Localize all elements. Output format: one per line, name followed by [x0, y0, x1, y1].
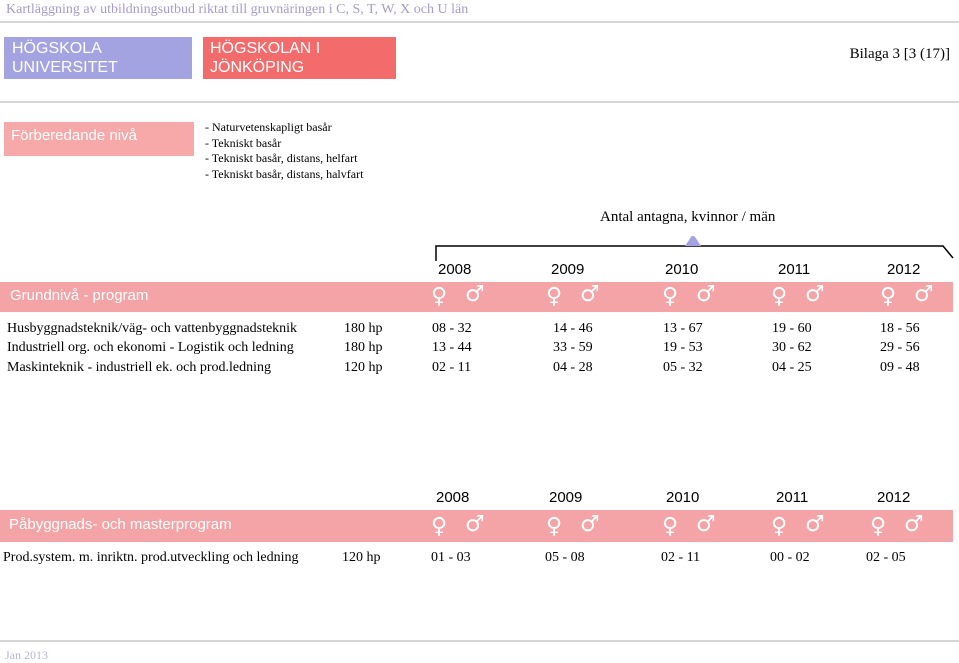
female-icon: ♀ — [880, 284, 897, 309]
male-icon: ♂ — [914, 282, 934, 307]
bracket-marker — [685, 236, 701, 246]
admission-value: 19 - 60 — [772, 321, 812, 336]
admission-value: 02 - 05 — [866, 550, 906, 565]
program-credits: 120 hp — [344, 360, 383, 375]
document-title: Kartläggning av utbildningsutbud riktat … — [6, 2, 469, 17]
header-divider — [0, 21, 959, 23]
logo-hogskolan-jonkoping: HÖGSKOLAN I JÖNKÖPING — [203, 37, 396, 79]
admission-value: 05 - 32 — [663, 360, 703, 375]
logo-right-line-1: HÖGSKOLAN I — [210, 40, 321, 57]
male-icon: ♂ — [805, 282, 825, 307]
admission-value: 29 - 56 — [880, 340, 920, 355]
male-icon: ♂ — [580, 512, 600, 537]
female-icon: ♀ — [431, 284, 448, 309]
page-label: Bilaga 3 [3 (17)] — [849, 46, 950, 62]
preparatory-list: - Naturvetenskapligt basår - Tekniskt ba… — [205, 120, 363, 182]
advanced-year-2008: 2008 — [436, 489, 470, 506]
admission-value: 01 - 03 — [431, 550, 471, 565]
logo-hogskola-universitet: HÖGSKOLA UNIVERSITET — [4, 37, 192, 79]
advanced-level-band — [0, 510, 953, 542]
preparatory-level-label: Förberedande nivå — [4, 122, 194, 156]
advanced-year-2009: 2009 — [549, 489, 583, 506]
admission-value: 08 - 32 — [432, 321, 472, 336]
admission-value: 05 - 08 — [545, 550, 585, 565]
female-icon: ♀ — [431, 514, 448, 539]
basic-level-band — [0, 282, 953, 312]
male-icon: ♂ — [465, 512, 485, 537]
female-icon: ♀ — [546, 284, 563, 309]
admission-value: 18 - 56 — [880, 321, 920, 336]
female-icon: ♀ — [662, 514, 679, 539]
year-bracket — [435, 236, 954, 261]
advanced-year-2010: 2010 — [666, 489, 700, 506]
female-icon: ♀ — [662, 284, 679, 309]
section-divider — [0, 101, 959, 103]
basic-year-2012: 2012 — [887, 261, 921, 278]
male-icon: ♂ — [696, 282, 716, 307]
admission-value: 02 - 11 — [661, 550, 701, 565]
basic-level-label: Grundnivå - program — [10, 287, 149, 304]
preparatory-item: - Tekniskt basår — [205, 135, 282, 150]
admission-value: 14 - 46 — [553, 321, 593, 336]
male-icon: ♂ — [465, 282, 485, 307]
basic-year-2011: 2011 — [778, 261, 811, 278]
preparatory-item: - Tekniskt basår, distans, halvfart — [205, 166, 364, 181]
admission-value: 04 - 28 — [553, 360, 593, 375]
admission-value: 19 - 53 — [663, 340, 703, 355]
program-credits: 180 hp — [344, 321, 383, 336]
admission-value: 09 - 48 — [880, 360, 920, 375]
logo-right-line-2: JÖNKÖPING — [210, 59, 305, 76]
logo-left-line-2: UNIVERSITET — [12, 59, 118, 76]
footer-date: Jan 2013 — [5, 648, 48, 662]
advanced-year-2012: 2012 — [877, 489, 911, 506]
logo-left-line-1: HÖGSKOLA — [12, 40, 102, 57]
program-credits: 180 hp — [344, 340, 383, 355]
basic-year-2010: 2010 — [665, 261, 699, 278]
female-icon: ♀ — [870, 514, 887, 539]
program-name: Maskinteknik - industriell ek. och prod.… — [7, 360, 272, 375]
footer-divider — [0, 640, 959, 642]
admission-value: 30 - 62 — [772, 340, 812, 355]
bracket-line — [435, 245, 954, 261]
male-icon: ♂ — [805, 512, 825, 537]
preparatory-item: - Tekniskt basår, distans, helfart — [205, 151, 358, 165]
basic-year-2008: 2008 — [438, 261, 472, 278]
admission-value: 00 - 02 — [770, 550, 810, 565]
female-icon: ♀ — [771, 284, 788, 309]
admission-value: 33 - 59 — [553, 340, 593, 355]
admission-value: 13 - 44 — [432, 340, 472, 355]
admission-value: 13 - 67 — [663, 321, 703, 336]
program-name: Industriell org. och ekonomi - Logistik … — [7, 340, 294, 355]
male-icon: ♂ — [904, 512, 924, 537]
admission-value: 04 - 25 — [772, 360, 812, 375]
male-icon: ♂ — [696, 512, 716, 537]
male-icon: ♂ — [580, 282, 600, 307]
advanced-year-2011: 2011 — [776, 489, 809, 506]
admission-value: 02 - 11 — [432, 360, 472, 375]
program-credits: 120 hp — [342, 550, 381, 565]
preparatory-item: - Naturvetenskapligt basår — [205, 120, 332, 134]
advanced-level-label: Påbyggnads- och masterprogram — [9, 516, 232, 533]
program-name: Husbyggnadsteknik/väg- och vattenbyggnad… — [7, 321, 298, 336]
basic-year-2009: 2009 — [551, 261, 585, 278]
program-name: Prod.system. m. inriktn. prod.utveckling… — [3, 550, 299, 565]
chart-caption: Antal antagna, kvinnor / män — [600, 209, 776, 225]
female-icon: ♀ — [771, 514, 788, 539]
female-icon: ♀ — [546, 514, 563, 539]
